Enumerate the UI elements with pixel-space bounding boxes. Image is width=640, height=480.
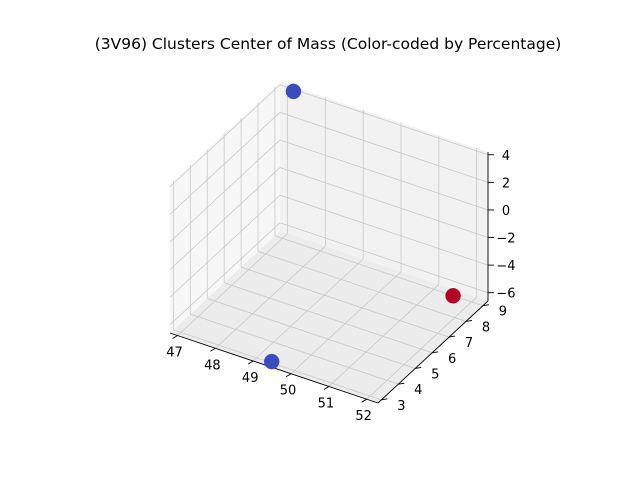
grid-z-back <box>279 84 489 156</box>
grid-x-floor <box>328 284 440 387</box>
y-tick <box>465 319 473 322</box>
y-tick <box>482 304 489 307</box>
grid-z-left <box>169 194 281 298</box>
grid-z-back <box>279 139 489 211</box>
x-tick <box>361 398 367 403</box>
x-tick-label: 47 <box>166 346 183 361</box>
y-tick-label: 7 <box>465 336 473 351</box>
grid-y-floor <box>257 251 467 322</box>
y-tick-label: 4 <box>414 383 422 398</box>
y-tick <box>398 382 405 385</box>
grid-z-left <box>169 139 281 243</box>
y-tick-label: 6 <box>448 352 456 367</box>
y-tick-label: 3 <box>397 399 405 414</box>
y-axis-line <box>377 300 489 404</box>
x-tick <box>285 373 292 378</box>
y-tick-label: 8 <box>482 320 490 335</box>
grid-z-left <box>169 167 281 270</box>
grid-z-back <box>279 111 489 183</box>
grid-y-floor <box>190 313 399 385</box>
z-tick-label: −4 <box>496 259 515 274</box>
y-tick <box>432 351 439 354</box>
grid-z-left <box>169 84 281 188</box>
z-tick-label: 0 <box>502 204 510 219</box>
grid-x-floor <box>215 245 326 349</box>
data-point-1 <box>285 83 302 100</box>
grid-z-left <box>169 112 281 215</box>
z-tick-label: −6 <box>496 287 515 302</box>
x-tick-label: 51 <box>318 396 335 411</box>
x-tick-label: 49 <box>242 371 259 386</box>
chart-points <box>263 83 461 370</box>
grid-x-floor <box>366 296 477 400</box>
x-tick-label: 52 <box>355 409 372 424</box>
x-tick-label: 48 <box>204 358 221 373</box>
chart-panes <box>170 82 488 403</box>
y-tick <box>415 367 422 369</box>
x-tick <box>210 347 216 352</box>
grid-y-floor <box>240 266 450 338</box>
x-tick <box>323 386 330 390</box>
z-tick-label: −2 <box>496 232 515 247</box>
chart-title: (3V96) Clusters Center of Mass (Color-co… <box>95 35 562 53</box>
grid-y-floor <box>224 282 433 354</box>
grid-x-floor <box>290 271 402 375</box>
grid-z-left <box>169 222 281 326</box>
y-tick <box>449 335 456 338</box>
pane-left <box>170 82 280 333</box>
z-tick-label: 2 <box>502 176 510 191</box>
grid-x-floor <box>252 258 364 362</box>
grid-y-floor <box>207 298 416 369</box>
data-point-2 <box>263 353 280 370</box>
z-tick-label: 4 <box>502 149 510 164</box>
y-tick <box>381 398 388 401</box>
pane-back <box>280 82 488 301</box>
grid-z-back <box>279 194 489 266</box>
chart-grid <box>169 84 489 401</box>
data-point-3 <box>445 288 461 304</box>
y-tick-label: 5 <box>431 367 439 382</box>
x-tick <box>172 335 178 339</box>
grid-z-back <box>279 167 489 238</box>
grid-x-floor <box>177 233 288 336</box>
x-tick-label: 50 <box>280 384 297 399</box>
y-tick-label: 9 <box>499 305 507 320</box>
x-tick <box>247 360 254 365</box>
grid-z-back <box>279 222 489 294</box>
